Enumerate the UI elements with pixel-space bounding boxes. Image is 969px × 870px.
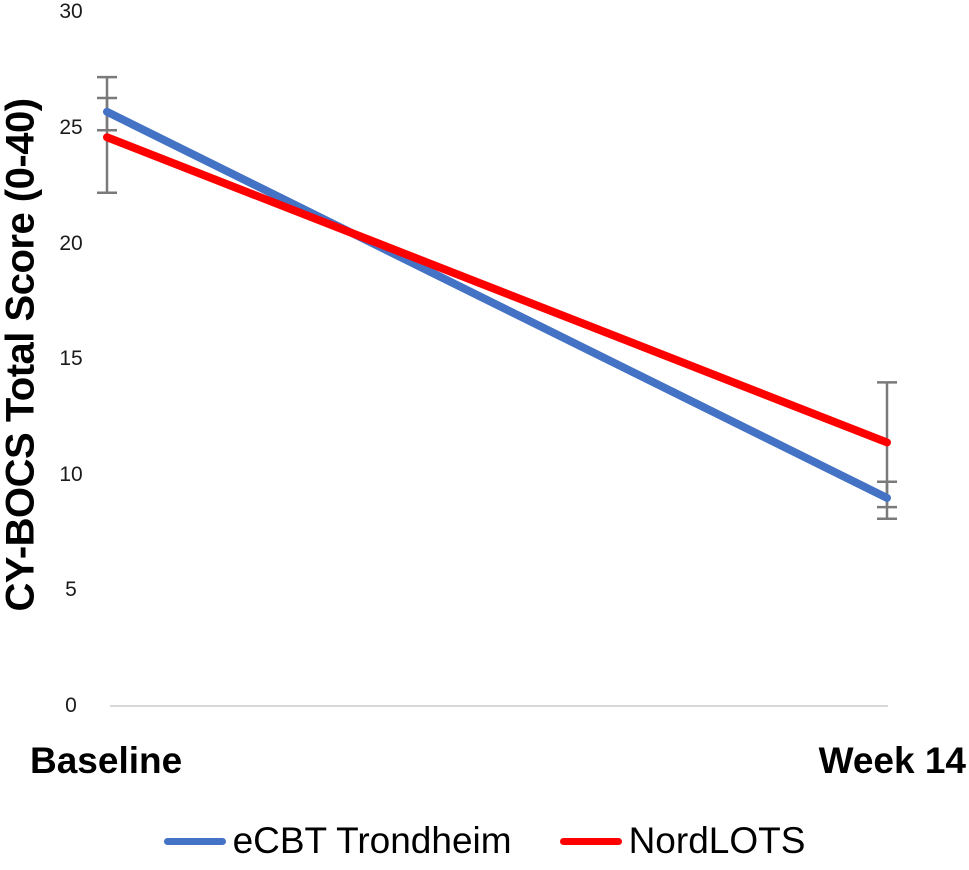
legend-line-swatch-nordlots	[559, 837, 622, 845]
y-tick-label-0: 0	[65, 694, 77, 717]
x-label-week14: Week 14	[818, 740, 966, 781]
legend-item-ecbt-trondheim: eCBT Trondheim	[163, 820, 512, 862]
legend: eCBT Trondheim NordLOTS	[0, 820, 969, 862]
y-tick-label-20: 20	[59, 231, 83, 255]
series-line-ecbt-trondheim	[103, 107, 891, 502]
legend-item-nordlots: NordLOTS	[559, 820, 806, 862]
x-label-baseline: Baseline	[30, 740, 183, 781]
legend-label-nordlots: NordLOTS	[628, 820, 806, 861]
y-tick-label-25: 25	[59, 116, 83, 139]
y-tick-label-5: 5	[65, 578, 77, 602]
series-line-nordlots	[103, 133, 891, 447]
legend-line-swatch-ecbt-trondheim	[163, 837, 226, 845]
y-tick-label-15: 15	[59, 347, 83, 371]
y-tick-label-10: 10	[59, 462, 83, 486]
legend-label-ecbt-trondheim: eCBT Trondheim	[232, 820, 512, 861]
y-tick-label-30: 30	[59, 0, 83, 24]
